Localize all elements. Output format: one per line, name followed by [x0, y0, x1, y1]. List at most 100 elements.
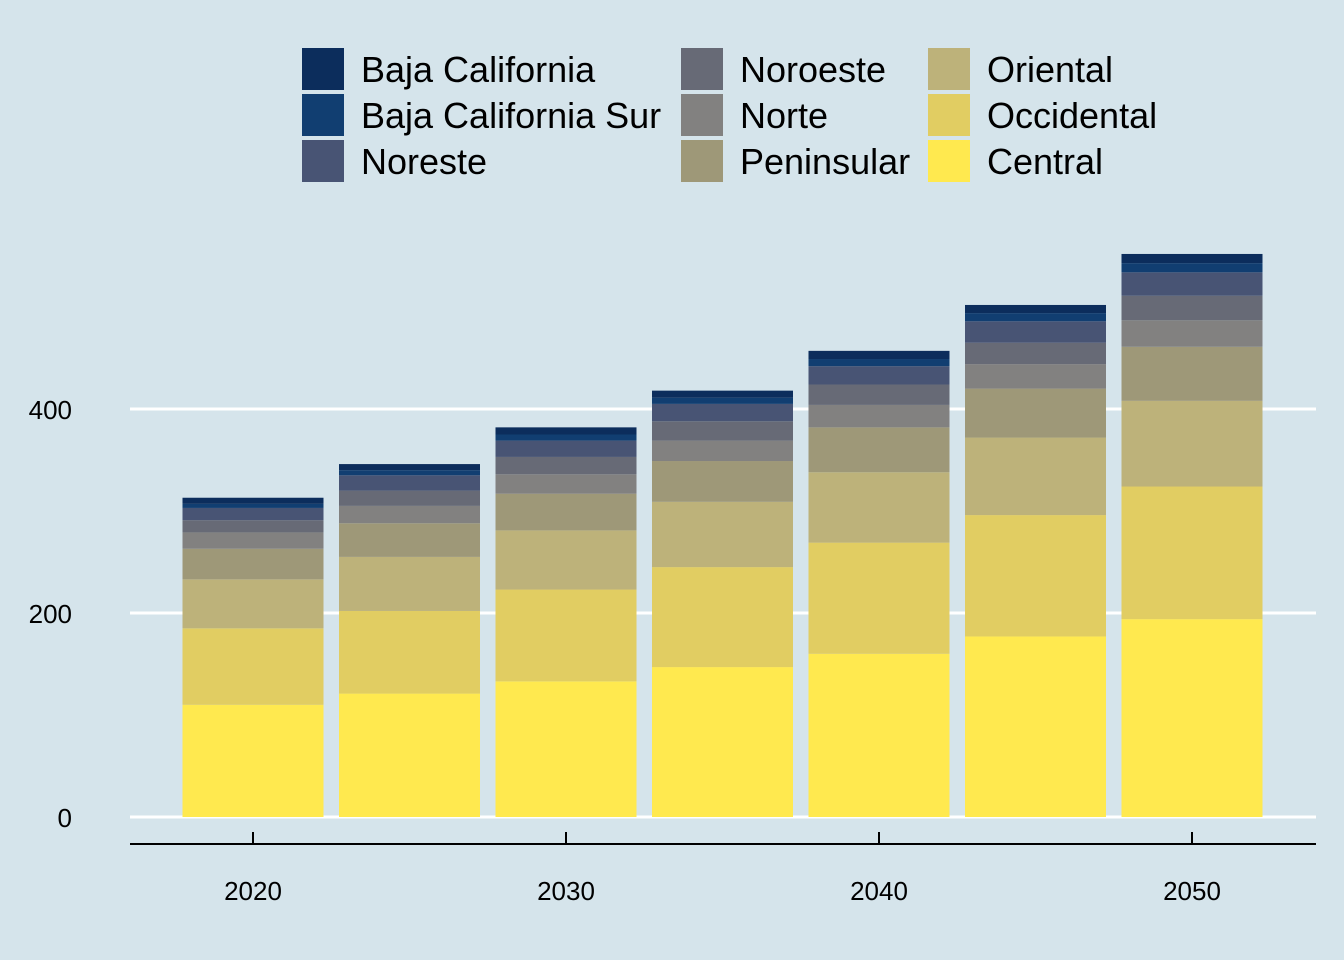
bar-stack-2030: [495, 427, 637, 817]
bar-baja-california-2025: [339, 464, 480, 471]
bar-baja-california-sur-2040: [808, 359, 950, 367]
bar-occidental-2035: [652, 567, 793, 668]
legend-swatch-peninsular: [681, 140, 723, 182]
bar-oriental-2020: [182, 579, 324, 629]
bar-baja-california-sur-2025: [339, 470, 480, 476]
bar-peninsular-2040: [808, 427, 950, 473]
bar-peninsular-2050: [1121, 346, 1263, 401]
x-tick-label-2040: 2040: [850, 876, 908, 906]
bar-occidental-2030: [495, 589, 637, 682]
bar-peninsular-2035: [652, 461, 793, 502]
bar-baja-california-sur-2045: [965, 313, 1106, 322]
bar-norte-2035: [652, 440, 793, 462]
x-axis: 2020 2030 2040 2050: [130, 832, 1316, 906]
legend: Baja California Baja California Sur Norest…: [302, 48, 1157, 182]
bar-stack-2025: [339, 464, 480, 817]
bar-baja-california-2020: [182, 497, 324, 504]
bar-norte-2045: [965, 364, 1106, 389]
bar-oriental-2030: [495, 530, 637, 590]
bar-baja-california-2040: [808, 350, 950, 360]
bar-baja-california-sur-2030: [495, 434, 637, 441]
bar-baja-california-2045: [965, 304, 1106, 314]
bar-baja-california-2030: [495, 427, 637, 435]
legend-swatch-noreste: [302, 140, 344, 182]
legend-item-oriental: Oriental: [928, 48, 1113, 90]
bar-noreste-2050: [1121, 272, 1263, 296]
legend-swatch-oriental: [928, 48, 970, 90]
bar-central-2030: [495, 681, 637, 817]
y-tick-label-0: 0: [58, 803, 72, 833]
bar-norte-2020: [182, 532, 324, 549]
x-tick-label-2030: 2030: [537, 876, 595, 906]
bar-oriental-2045: [965, 437, 1106, 516]
bar-occidental-2050: [1121, 486, 1263, 620]
bar-norte-2050: [1121, 320, 1263, 347]
bar-occidental-2020: [182, 628, 324, 705]
bar-noreste-2020: [182, 507, 324, 521]
bar-occidental-2040: [808, 542, 950, 654]
bar-occidental-2025: [339, 610, 480, 694]
legend-label-noroeste: Noroeste: [740, 49, 886, 90]
bar-baja-california-sur-2050: [1121, 263, 1263, 273]
legend-swatch-norte: [681, 94, 723, 136]
bar-noroeste-2020: [182, 520, 324, 533]
legend-label-peninsular: Peninsular: [740, 141, 910, 182]
bar-noreste-2045: [965, 321, 1106, 343]
bar-stack-2050: [1121, 253, 1263, 817]
bar-norte-2025: [339, 505, 480, 524]
bar-noreste-2030: [495, 440, 637, 457]
bar-noroeste-2030: [495, 456, 637, 475]
bar-stack-2040: [808, 350, 950, 817]
legend-item-noroeste: Noroeste: [681, 48, 886, 90]
legend-swatch-occidental: [928, 94, 970, 136]
legend-label-oriental: Oriental: [987, 49, 1113, 90]
bar-baja-california-2050: [1121, 253, 1263, 264]
bar-oriental-2025: [339, 556, 480, 611]
legend-label-occidental: Occidental: [987, 95, 1157, 136]
legend-label-norte: Norte: [740, 95, 828, 136]
legend-swatch-baja-california: [302, 48, 344, 90]
y-tick-label-400: 400: [29, 395, 72, 425]
legend-item-occidental: Occidental: [928, 94, 1157, 136]
legend-swatch-central: [928, 140, 970, 182]
bar-occidental-2045: [965, 515, 1106, 637]
legend-item-central: Central: [928, 140, 1103, 182]
bar-noroeste-2040: [808, 384, 950, 405]
bar-oriental-2050: [1121, 400, 1263, 487]
legend-item-baja-california: Baja California: [302, 48, 596, 90]
legend-label-baja-california: Baja California: [361, 49, 596, 90]
legend-swatch-baja-california-sur: [302, 94, 344, 136]
bar-noreste-2025: [339, 475, 480, 491]
bar-noroeste-2025: [339, 490, 480, 506]
legend-label-baja-california-sur: Baja California Sur: [361, 95, 661, 136]
y-axis: 0 200 400: [29, 395, 72, 833]
bar-central-2040: [808, 653, 950, 817]
bars: [182, 253, 1263, 817]
bar-noroeste-2045: [965, 342, 1106, 365]
legend-label-central: Central: [987, 141, 1103, 182]
bar-stack-2020: [182, 497, 324, 817]
bar-baja-california-2035: [652, 390, 793, 398]
bar-oriental-2040: [808, 472, 950, 543]
legend-item-peninsular: Peninsular: [681, 140, 910, 182]
bar-central-2050: [1121, 619, 1263, 817]
bar-norte-2040: [808, 404, 950, 428]
bar-noroeste-2035: [652, 421, 793, 441]
bar-peninsular-2030: [495, 493, 637, 531]
legend-item-baja-california-sur: Baja California Sur: [302, 94, 661, 136]
bar-baja-california-sur-2035: [652, 397, 793, 404]
bar-noroeste-2050: [1121, 295, 1263, 321]
bar-baja-california-sur-2020: [182, 503, 324, 508]
bar-norte-2030: [495, 474, 637, 494]
y-tick-label-200: 200: [29, 599, 72, 629]
bar-peninsular-2025: [339, 523, 480, 557]
bar-peninsular-2045: [965, 388, 1106, 438]
legend-label-noreste: Noreste: [361, 141, 487, 182]
legend-item-norte: Norte: [681, 94, 828, 136]
bar-central-2020: [182, 704, 324, 817]
bar-central-2035: [652, 667, 793, 817]
legend-swatch-noroeste: [681, 48, 723, 90]
bar-noreste-2040: [808, 366, 950, 385]
bar-central-2025: [339, 693, 480, 817]
